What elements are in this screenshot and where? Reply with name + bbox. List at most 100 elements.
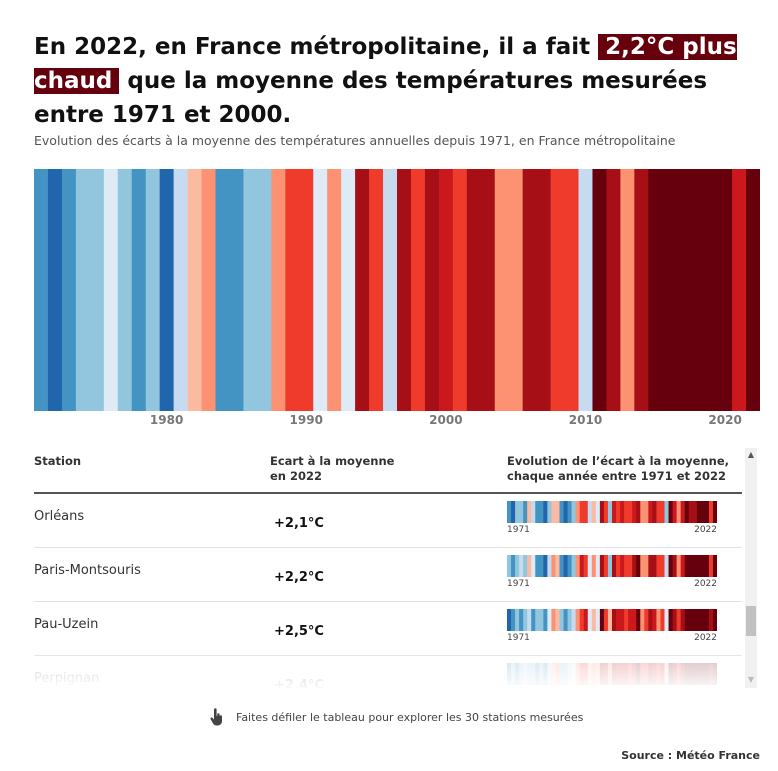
station-year-stripe [543, 501, 548, 523]
station-year-stripe [616, 501, 621, 523]
station-year-stripe [708, 501, 714, 523]
source-credit: Source : Météo France [621, 749, 760, 762]
year-stripe [466, 169, 482, 411]
year-stripe [746, 169, 760, 411]
station-year-stripe [603, 609, 609, 631]
station-year-stripe [599, 555, 605, 577]
year-stripe [508, 169, 524, 411]
year-stripe [676, 169, 691, 411]
title-text-1: En 2022, en France métropolitaine, il a … [34, 34, 599, 60]
year-stripe [452, 169, 468, 411]
scroll-down-arrow-icon[interactable]: ▼ [747, 675, 755, 684]
station-year-stripe [587, 609, 593, 631]
table-scrollbar[interactable]: ▲ ▼ [745, 448, 757, 688]
station-year-stripe [672, 501, 678, 523]
station-year-stripe [688, 555, 694, 577]
year-stripe [34, 169, 49, 411]
stripes-start-year: 1971 [507, 525, 530, 535]
year-stripe [438, 169, 454, 411]
station-year-stripe [519, 609, 524, 631]
station-year-stripe [591, 609, 597, 631]
station-year-stripe [648, 555, 653, 577]
station-year-stripe [612, 609, 617, 631]
station-year-stripe [660, 609, 665, 631]
station-year-stripe [664, 555, 669, 577]
station-year-stripe [571, 609, 577, 631]
station-year-stripe [644, 501, 649, 523]
station-stripes-chart [507, 609, 717, 631]
header-evolution: Evolution de l’écart à la moyenne, chaqu… [507, 454, 729, 483]
station-year-stripe [668, 501, 673, 523]
station-year-stripe [539, 501, 544, 523]
station-year-stripe [587, 501, 593, 523]
station-year-stripe [563, 609, 568, 631]
year-stripe [410, 169, 426, 411]
year-stripe [201, 169, 216, 411]
station-year-stripe [664, 501, 669, 523]
station-year-stripe [624, 555, 629, 577]
station-year-stripe [559, 609, 564, 631]
station-year-stripe [543, 609, 548, 631]
chart-subtitle: Evolution des écarts à la moyenne des te… [34, 133, 676, 148]
station-year-stripe [527, 555, 532, 577]
year-stripe [564, 169, 579, 411]
station-year-stripe [583, 555, 589, 577]
station-year-stripe [535, 501, 540, 523]
station-year-stripe [628, 501, 633, 523]
station-year-stripe [535, 609, 540, 631]
station-year-stripe [567, 501, 573, 523]
year-stripe [383, 169, 398, 411]
station-year-stripe [624, 609, 629, 631]
station-year-stripe [519, 555, 524, 577]
year-stripe [592, 169, 607, 411]
pointing-hand-icon [210, 708, 222, 726]
station-ecart-value: +2,2°C [274, 570, 324, 585]
stripes-start-year: 1971 [507, 579, 530, 589]
station-year-stripe [579, 609, 585, 631]
station-ecart-value: +2,5°C [274, 624, 324, 639]
header-ecart: Ecart à la moyenne en 2022 [270, 454, 395, 483]
station-year-stripe [507, 609, 512, 631]
year-stripe [285, 169, 300, 411]
station-year-stripe [680, 555, 686, 577]
station-year-stripe [563, 501, 568, 523]
station-year-stripe [712, 555, 717, 577]
station-ecart-value: +2,1°C [274, 516, 324, 531]
year-stripe [732, 169, 747, 411]
station-year-stripe [523, 555, 528, 577]
station-year-stripe [555, 501, 560, 523]
station-year-stripe [559, 555, 564, 577]
year-stripe [327, 169, 342, 411]
scroll-up-arrow-icon[interactable]: ▲ [747, 450, 755, 459]
station-year-stripe [704, 501, 710, 523]
station-year-stripe [700, 609, 706, 631]
year-stripe [648, 169, 663, 411]
scroll-thumb[interactable] [746, 606, 756, 636]
station-year-stripe [712, 501, 717, 523]
year-stripe [187, 169, 202, 411]
station-year-stripe [515, 501, 520, 523]
station-year-stripe [652, 555, 657, 577]
station-year-stripe [531, 501, 536, 523]
station-year-stripe [624, 501, 629, 523]
station-year-stripe [523, 501, 528, 523]
station-year-stripe [515, 609, 520, 631]
station-year-stripe [511, 555, 516, 577]
year-stripe [89, 169, 105, 411]
station-year-stripe [704, 609, 710, 631]
station-year-stripe [652, 609, 657, 631]
year-stripe [522, 169, 538, 411]
year-stripe [131, 169, 147, 411]
scroll-hint-text: Faites défiler le tableau pour explorer … [236, 710, 584, 724]
station-year-stripe [563, 555, 568, 577]
x-tick-label: 1990 [289, 413, 323, 427]
station-year-stripe [696, 555, 702, 577]
station-year-stripe [612, 501, 617, 523]
warming-stripes-chart [34, 169, 760, 411]
station-year-stripe [636, 609, 641, 631]
table-row: Pau-Uzein +2,5°C 1971 2022 [34, 602, 742, 656]
year-stripe [243, 169, 258, 411]
station-year-stripe [692, 555, 698, 577]
station-year-stripe [632, 609, 637, 631]
year-stripe [271, 169, 286, 411]
